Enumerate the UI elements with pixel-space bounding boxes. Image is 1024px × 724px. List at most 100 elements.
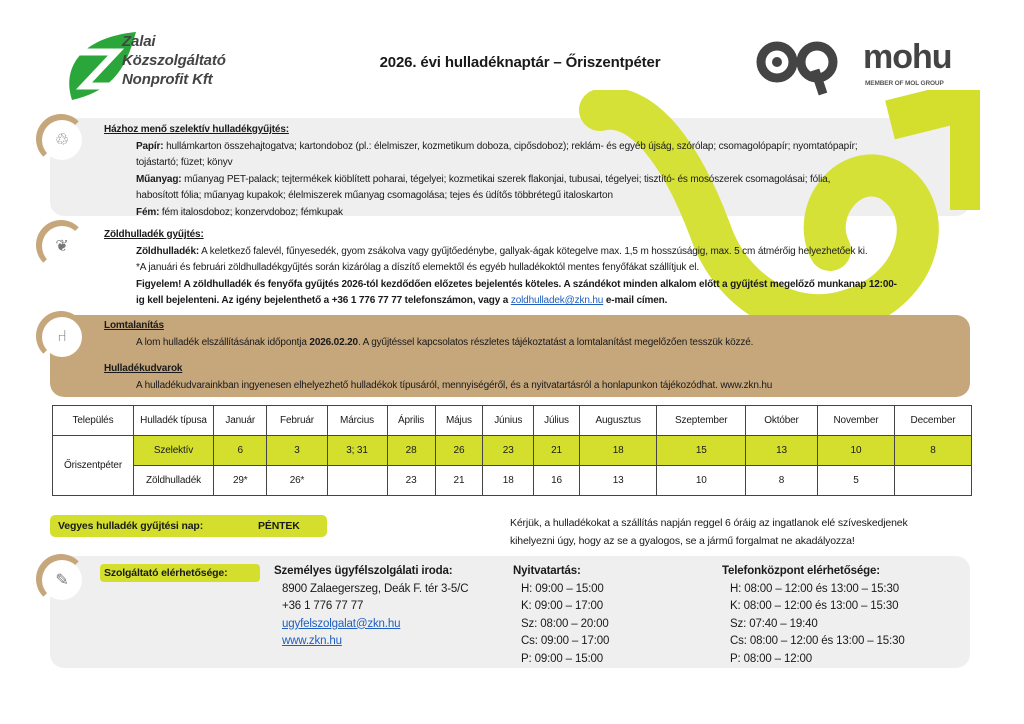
office-column: Személyes ügyfélszolgálati iroda: 8900 Z… (274, 563, 469, 651)
hours-line: H: 09:00 – 15:00 (521, 582, 604, 595)
header-cell: December (893, 405, 973, 436)
hours-line: K: 09:00 – 17:00 (521, 600, 604, 612)
green-heading: Zöldhulladék gyűjtés: (104, 229, 204, 240)
date-cell: 18 (578, 435, 658, 466)
schedule-table: Település Hulladék típusa Január Február Már… (52, 405, 973, 496)
date-cell: 23 (482, 435, 535, 466)
plastic-text: műanyag PET-palack; tejtermékek kiöblíte… (181, 173, 831, 185)
date-cell: 28 (386, 435, 436, 466)
green-text: A keletkező falevél, fűnyesedék, gyom zs… (199, 245, 868, 257)
chair-icon: ⑁ (42, 317, 82, 357)
selective-section: Házhoz menő szelektív hulladékgyűjtés: P… (104, 122, 858, 221)
header-cell: Település (52, 405, 134, 436)
bulky-heading: Lomtalanítás (104, 320, 164, 331)
bulky-section: Lomtalanítás A lom hulladék elszállításá… (104, 318, 772, 394)
date-cell: 3; 31 (326, 435, 388, 466)
mohu-owl-icon (756, 41, 838, 96)
hours-line: Cs: 09:00 – 17:00 (521, 635, 610, 647)
header-cell: Július (533, 405, 580, 436)
green-email-link[interactable]: zoldhulladek@zkn.hu (510, 295, 604, 306)
date-cell: 15 (656, 435, 746, 466)
phone-hours-column: Telefonközpont elérhetősége: H: 08:00 – … (722, 563, 905, 668)
date-cell: 3 (266, 435, 328, 466)
date-cell: 5 (816, 465, 895, 496)
logo-line: Nonprofit Kft (122, 71, 213, 88)
bulky-text: . A gyűjtéssel kapcsolatos részletes táj… (357, 336, 754, 348)
mohu-wordmark: mohu (863, 38, 953, 76)
date-cell: 26* (266, 465, 328, 496)
section-arc (36, 311, 86, 361)
hours-column: Nyitvatartás: H: 09:00 – 15:00 K: 09:00 –… (513, 563, 609, 668)
paper-text: hullámkarton összehajtogatva; kartondobo… (163, 140, 858, 152)
metal-text: fém italosdoboz; konzervdoboz; fémkupak (159, 206, 343, 218)
header-cell: Január (212, 405, 268, 436)
logo-line: Zalai (122, 33, 156, 50)
mohu-logo: mohu MEMBER OF MOL GROUP (755, 38, 970, 96)
green-note: *A januári és februári zöldhulladékgyűjt… (136, 262, 700, 273)
section-arc (36, 554, 86, 604)
date-cell: 16 (533, 465, 580, 496)
plastic-text: habosított fólia; műanyag kupakok; élelm… (136, 190, 613, 201)
header-cell: Október (744, 405, 818, 436)
header-cell: Szeptember (656, 405, 746, 436)
green-warning: Figyelem! A zöldhulladék és fenyőfa gyűj… (136, 278, 897, 290)
page-title: 2026. évi hulladéknaptár – Őriszentpéter (379, 54, 661, 71)
office-phone: +36 1 776 77 77 (282, 600, 364, 612)
hours-title: Nyitvatartás: (513, 565, 581, 577)
office-title: Személyes ügyfélszolgálati iroda: (274, 565, 453, 577)
phone-hours-line: Sz: 07:40 – 19:40 (730, 617, 818, 630)
table-header-row: Település Hulladék típusa Január Február Már… (52, 405, 973, 436)
header-cell: Május (434, 405, 484, 436)
phone-hours-line: H: 08:00 – 12:00 és 13:00 – 15:30 (730, 582, 899, 595)
section-arc (36, 114, 86, 164)
header-cell: Augusztus (578, 405, 658, 436)
phone-hours-title: Telefonközpont elérhetősége: (722, 565, 880, 577)
document-edit-icon: ✎ (42, 560, 82, 600)
date-cell: 23 (386, 465, 436, 496)
phone-hours-line: K: 08:00 – 12:00 és 13:00 – 15:30 (730, 600, 899, 612)
metal-label: Fém: (136, 206, 160, 218)
website-link[interactable]: www.zkn.hu (282, 635, 342, 647)
leaf-icon: ❦ (42, 226, 82, 266)
bulky-text: A lom hulladék elszállításának időpontja (136, 336, 310, 348)
office-email-link[interactable]: ugyfelszolgalat@zkn.hu (282, 617, 401, 630)
paper-text: tojástartó; füzet; könyv (136, 157, 233, 168)
leaf-logo-icon (69, 32, 136, 100)
date-cell: 21 (434, 465, 484, 496)
contact-label: Szolgáltató elérhetősége: (100, 564, 260, 582)
date-cell (893, 465, 973, 496)
date-cell: 29* (212, 465, 268, 496)
settlement-cell: Őriszentpéter (52, 435, 134, 496)
office-address: 8900 Zalaegerszeg, Deák F. tér 3-5/C (282, 582, 469, 595)
date-cell: 13 (578, 465, 658, 496)
date-cell: 26 (434, 435, 484, 466)
date-cell: 13 (744, 435, 818, 466)
date-cell: 21 (533, 435, 580, 466)
selective-heading: Házhoz menő szelektív hulladékgyűjtés: (104, 124, 289, 135)
paper-label: Papír: (136, 140, 164, 152)
section-arc (36, 220, 86, 270)
hours-line: Sz: 08:00 – 20:00 (521, 617, 609, 630)
bulky-date: 2026.02.20 (309, 336, 358, 348)
bulky-panel (50, 315, 970, 397)
header-cell: November (816, 405, 895, 436)
yards-text: A hulladékudvarainkban ingyenesen elhely… (136, 379, 773, 391)
mixed-waste-box: Vegyes hulladék gyűjtési nap: PÉNTEK (50, 515, 327, 537)
date-cell: 18 (482, 465, 535, 496)
date-cell: 10 (816, 435, 895, 466)
date-cell: 8 (744, 465, 818, 496)
notice: Kérjük, a hulladékokat a szállítás napjá… (510, 514, 908, 550)
header-cell: Április (386, 405, 436, 436)
mohu-swoosh-decoration (579, 90, 980, 337)
waste-type-cell: Zöldhulladék (133, 465, 214, 496)
green-label: Zöldhulladék: (136, 245, 200, 257)
date-cell (326, 465, 388, 496)
date-cell: 10 (656, 465, 746, 496)
mohu-tagline: MEMBER OF MOL GROUP (865, 80, 944, 87)
date-cell: 6 (212, 435, 268, 466)
mixed-day: PÉNTEK (258, 520, 300, 532)
header-cell: Hulladék típusa (133, 405, 214, 436)
yards-heading: Hulladékudvarok (104, 363, 183, 374)
table-row: Őriszentpéter Szelektív 6 3 3; 31 28 26 23 21 18… (52, 435, 973, 496)
notice-line: kihelyezni úgy, hogy az se a gyalogos, s… (510, 535, 855, 547)
